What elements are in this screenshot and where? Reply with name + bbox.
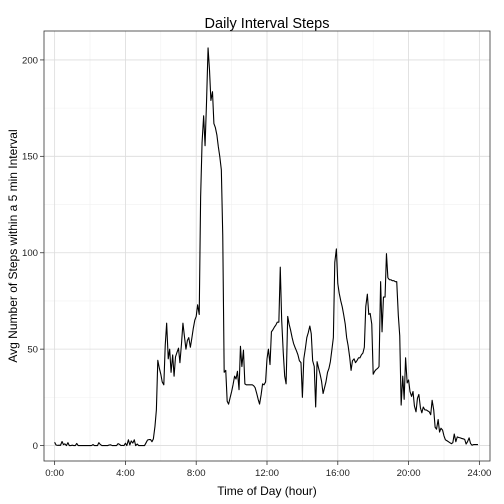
chart-title: Daily Interval Steps — [205, 16, 330, 32]
x-axis-label: Time of Day (hour) — [217, 484, 317, 498]
y-axis-label: Avg Number of Steps within a 5 min Inter… — [6, 129, 20, 362]
y-tick-label: 150 — [22, 152, 38, 163]
y-axis: 0 50 100 150 200 — [22, 55, 44, 452]
x-tick-label: 24:00 — [467, 468, 491, 479]
series-layer — [54, 47, 478, 447]
x-tick-label: 16:00 — [326, 468, 350, 479]
x-axis: 0:00 4:00 8:00 12:00 16:00 20:00 24:00 — [45, 461, 491, 479]
y-tick-label: 50 — [27, 345, 38, 356]
y-tick-label: 100 — [22, 248, 38, 259]
x-tick-label: 4:00 — [116, 468, 135, 479]
y-tick-label: 200 — [22, 55, 38, 66]
x-tick-label: 12:00 — [255, 468, 279, 479]
x-tick-label: 20:00 — [397, 468, 421, 479]
x-tick-label: 8:00 — [187, 468, 206, 479]
x-tick-label: 0:00 — [45, 468, 64, 479]
grid — [44, 31, 490, 461]
series-line — [54, 47, 478, 447]
y-tick-label: 0 — [33, 441, 38, 452]
